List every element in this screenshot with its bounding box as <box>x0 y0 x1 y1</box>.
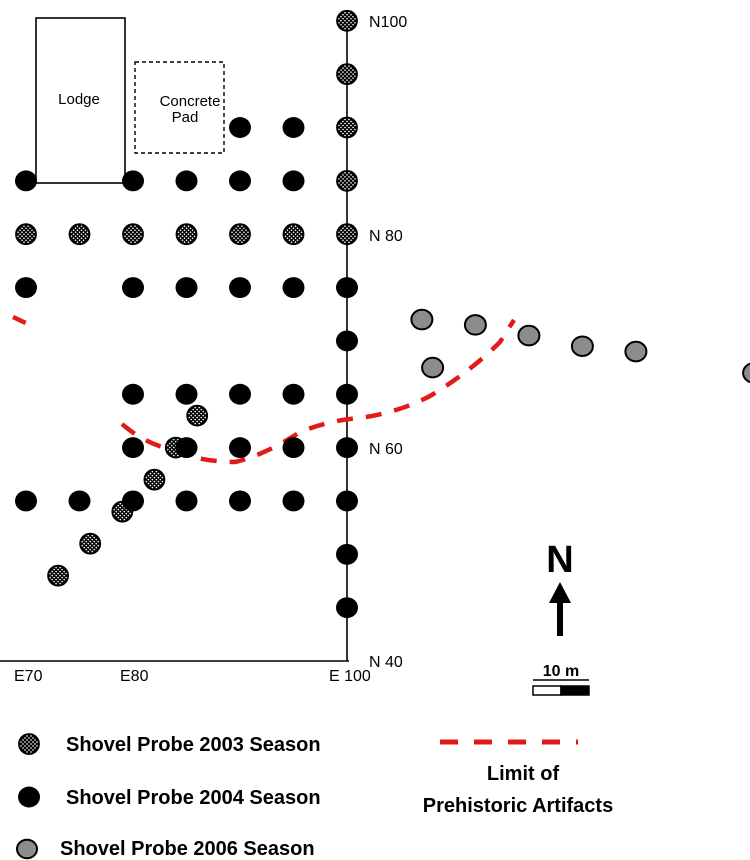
legend-icon-2003 <box>18 733 40 755</box>
concrete-pad-outline <box>134 61 225 154</box>
probe-2004 <box>229 170 251 192</box>
easting-label-e100: E 100 <box>329 668 371 685</box>
probe-2004 <box>336 490 358 512</box>
probe-2004 <box>336 437 358 459</box>
north-arrow-label: N <box>546 539 573 581</box>
probe-2004 <box>229 437 251 459</box>
probe-2004 <box>175 437 198 459</box>
probe-2004 <box>336 330 358 352</box>
legend-label-2003: Shovel Probe 2003 Season <box>66 734 321 756</box>
probes-2004-layer <box>15 117 358 619</box>
probe-2003 <box>336 9 358 32</box>
probe-2003 <box>336 63 358 86</box>
probe-2004 <box>122 383 144 405</box>
northing-label-n60: N 60 <box>369 441 403 458</box>
probe-2004 <box>282 277 305 298</box>
probe-2004 <box>282 490 305 512</box>
probe-2004 <box>229 490 251 512</box>
probe-2004 <box>122 277 144 298</box>
probe-2003 <box>79 532 102 555</box>
probe-2006 <box>570 335 594 357</box>
legend-limit-label-line2: Prehistoric Artifacts <box>423 795 613 817</box>
legend-symbol-2004 <box>18 786 40 808</box>
probe-2004 <box>336 597 358 619</box>
probe-2004 <box>122 490 144 512</box>
probe-2004 <box>15 490 37 512</box>
northing-label-n40: N 40 <box>369 654 403 671</box>
probe-2003 <box>336 223 358 246</box>
probe-2003 <box>186 404 209 427</box>
probe-2004 <box>15 170 37 192</box>
probe-2006 <box>517 324 541 347</box>
lodge-label: Lodge <box>58 91 100 108</box>
north-arrow-icon <box>549 582 571 636</box>
easting-label-e80: E80 <box>120 668 149 685</box>
artifact-limit-line-west <box>12 314 31 328</box>
legend-label-2004: Shovel Probe 2004 Season <box>66 787 321 809</box>
probe-2004 <box>175 490 198 512</box>
probe-2003 <box>282 223 305 246</box>
probe-2004 <box>122 437 144 459</box>
probes-2006-layer <box>410 308 750 384</box>
probe-2003 <box>111 500 134 523</box>
legend-limit-label-line1: Limit of <box>487 763 560 785</box>
probe-2004 <box>282 170 305 192</box>
probe-2004 <box>68 490 91 512</box>
probe-2004 <box>282 117 305 138</box>
probe-2004 <box>336 383 358 405</box>
probe-2004 <box>122 170 144 192</box>
legend-symbol-2006 <box>16 838 38 860</box>
scale-label: 10 m <box>543 663 579 680</box>
probe-2006 <box>421 356 445 379</box>
probe-2003 <box>15 223 37 246</box>
legend-symbol-2003 <box>18 733 40 755</box>
easting-label-e70: E70 <box>14 668 43 685</box>
northing-label-n80: N 80 <box>369 228 403 245</box>
probe-2004 <box>229 277 251 298</box>
legend-icon-2004 <box>18 786 40 808</box>
probe-2006 <box>410 308 434 331</box>
concrete-pad-label-line2: Pad <box>172 109 199 126</box>
probe-2003 <box>336 116 358 139</box>
probe-2003 <box>47 564 69 587</box>
probe-2004 <box>282 437 305 459</box>
concrete-pad-label-line1: Concrete <box>160 93 221 110</box>
probe-2004 <box>15 277 37 298</box>
probe-2003 <box>229 223 251 246</box>
probe-2003 <box>68 223 91 246</box>
probe-2004 <box>175 170 198 192</box>
probe-2004 <box>336 543 358 565</box>
probe-2003 <box>336 169 358 192</box>
probe-2004 <box>282 383 305 405</box>
probe-2004 <box>175 383 198 405</box>
probe-2004 <box>229 117 251 138</box>
probe-2003 <box>143 468 166 491</box>
scale-bar-white <box>532 685 562 696</box>
probe-2006 <box>624 340 648 363</box>
legend-label-2006: Shovel Probe 2006 Season <box>60 838 315 860</box>
probe-2003 <box>122 223 144 246</box>
probe-2004 <box>336 277 358 298</box>
northing-label-n100: N100 <box>369 14 407 31</box>
probe-2004 <box>229 383 251 405</box>
probe-2004 <box>175 277 198 298</box>
probe-2003 <box>175 223 198 246</box>
legend-icon-2006 <box>16 838 38 860</box>
lodge-outline <box>35 17 126 184</box>
probe-2006 <box>742 362 750 384</box>
probe-2006 <box>463 314 487 336</box>
scale-bar-black <box>560 685 590 696</box>
